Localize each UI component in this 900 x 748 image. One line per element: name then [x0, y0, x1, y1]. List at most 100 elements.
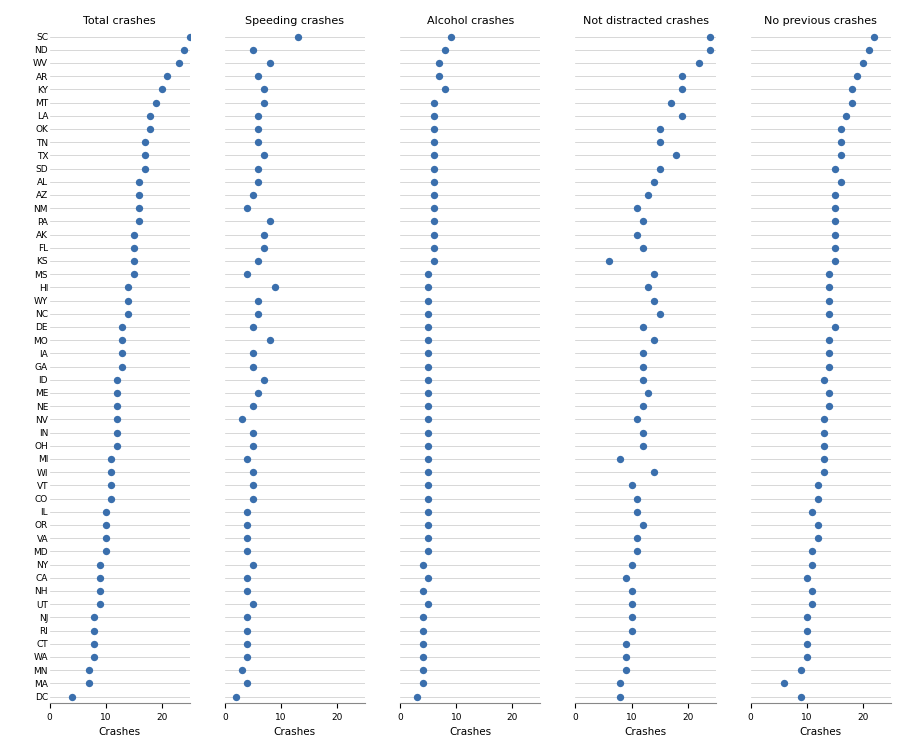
Point	[635, 400, 650, 412]
Point	[421, 347, 436, 359]
Point	[246, 347, 260, 359]
Point	[143, 123, 157, 135]
Point	[246, 400, 260, 412]
Point	[625, 611, 639, 623]
Point	[828, 229, 842, 241]
Point	[65, 690, 79, 702]
Point	[833, 136, 848, 148]
Point	[251, 255, 266, 267]
Point	[256, 83, 271, 95]
Point	[647, 268, 662, 280]
Point	[806, 598, 820, 610]
Point	[240, 453, 255, 465]
Point	[613, 453, 627, 465]
Point	[421, 426, 436, 438]
Point	[268, 281, 283, 293]
Point	[240, 202, 255, 214]
Point	[828, 255, 842, 267]
Point	[625, 585, 639, 597]
Point	[87, 625, 102, 637]
Point	[675, 83, 689, 95]
Point	[828, 321, 842, 333]
Point	[427, 110, 441, 122]
Point	[635, 519, 650, 531]
Point	[856, 57, 870, 69]
Point	[421, 545, 436, 557]
Point	[291, 31, 305, 43]
Point	[828, 215, 842, 227]
Point	[246, 43, 260, 55]
Point	[652, 162, 667, 174]
Point	[421, 281, 436, 293]
Point	[246, 479, 260, 491]
Point	[229, 690, 243, 702]
Point	[421, 400, 436, 412]
Point	[138, 150, 152, 162]
Point	[828, 189, 842, 201]
Point	[778, 678, 792, 690]
Point	[675, 110, 689, 122]
Point	[822, 361, 836, 373]
Point	[121, 281, 135, 293]
Point	[822, 400, 836, 412]
Point	[246, 321, 260, 333]
Point	[432, 57, 446, 69]
Point	[635, 321, 650, 333]
Point	[421, 440, 436, 452]
Point	[155, 83, 169, 95]
Point	[822, 281, 836, 293]
Point	[87, 638, 102, 650]
Point	[416, 625, 430, 637]
Point	[427, 255, 441, 267]
X-axis label: Crashes: Crashes	[449, 727, 491, 738]
Point	[110, 426, 124, 438]
Point	[427, 123, 441, 135]
Point	[416, 678, 430, 690]
Point	[844, 96, 859, 108]
Point	[630, 229, 644, 241]
Point	[421, 571, 436, 583]
Point	[663, 96, 678, 108]
Point	[833, 176, 848, 188]
Point	[635, 361, 650, 373]
Point	[82, 678, 96, 690]
Point	[618, 664, 633, 676]
Point	[630, 506, 644, 518]
Point	[625, 625, 639, 637]
Point	[421, 361, 436, 373]
Title: Not distracted crashes: Not distracted crashes	[582, 16, 708, 26]
Point	[647, 176, 662, 188]
Point	[635, 440, 650, 452]
Point	[816, 453, 831, 465]
Point	[800, 638, 814, 650]
Point	[794, 664, 808, 676]
Point	[110, 400, 124, 412]
Point	[822, 268, 836, 280]
Point	[652, 123, 667, 135]
Point	[246, 559, 260, 571]
Point	[256, 374, 271, 386]
Point	[234, 664, 248, 676]
Point	[246, 189, 260, 201]
Point	[670, 150, 684, 162]
Point	[806, 559, 820, 571]
Point	[240, 506, 255, 518]
Point	[800, 611, 814, 623]
Point	[806, 506, 820, 518]
Point	[613, 678, 627, 690]
Point	[110, 387, 124, 399]
Point	[850, 70, 865, 82]
Point	[822, 334, 836, 346]
Point	[618, 651, 633, 663]
Point	[416, 638, 430, 650]
Point	[246, 361, 260, 373]
Point	[421, 307, 436, 319]
Point	[867, 31, 881, 43]
Point	[246, 466, 260, 478]
Point	[416, 611, 430, 623]
Point	[240, 638, 255, 650]
Point	[833, 123, 848, 135]
Point	[93, 571, 107, 583]
Point	[421, 506, 436, 518]
Point	[240, 545, 255, 557]
